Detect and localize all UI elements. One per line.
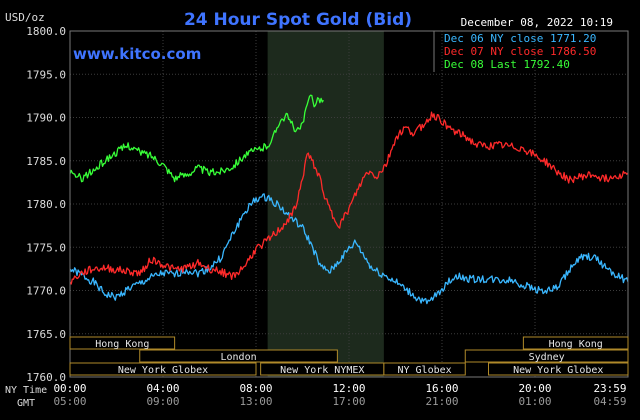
x-tick-ny: 04:00	[146, 382, 179, 395]
legend-entry-dec08: Dec 08 Last 1792.40	[444, 58, 570, 71]
y-tick-label: 1785.0	[26, 155, 66, 168]
session-label: NY Globex	[397, 365, 451, 376]
session-box	[139, 349, 338, 363]
x-tick-ny: 16:00	[425, 382, 458, 395]
time-axis: NY Time GMT 00:00 04:00 08:00 12:00 16:00 20:00…	[5, 382, 627, 409]
y-tick-label: 1770.0	[26, 285, 66, 298]
gmt-label: GMT	[17, 398, 35, 409]
price-series	[69, 94, 629, 305]
watermark: www.kitco.com	[73, 45, 201, 63]
x-tick-ny: 20:00	[518, 382, 551, 395]
x-tick-gmt: 04:59	[593, 395, 626, 408]
y-tick-label: 1760.0	[26, 371, 66, 384]
series-line-1	[69, 111, 629, 285]
y-tick-label: 1800.0	[26, 25, 66, 38]
x-tick-gmt: 05:00	[53, 395, 86, 408]
x-tick-gmt: 21:00	[425, 395, 458, 408]
ny-time-label: NY Time	[5, 385, 47, 396]
x-tick-gmt: 13:00	[239, 395, 272, 408]
y-tick-label: 1765.0	[26, 328, 66, 341]
session-label: New York Globex	[118, 365, 208, 376]
legend: Dec 06 NY close 1771.20 Dec 07 NY close …	[433, 31, 596, 72]
x-tick-gmt: 17:00	[332, 395, 365, 408]
series-line-0	[69, 193, 629, 305]
datetime-label: December 08, 2022 10:19	[461, 16, 613, 29]
session-box	[488, 362, 629, 376]
chart-title: 24 Hour Spot Gold (Bid)	[184, 10, 412, 30]
x-tick-ny: 00:00	[53, 382, 86, 395]
session-box	[69, 362, 257, 376]
session-box	[69, 336, 176, 350]
market-sessions: Hong Kong London New York Globex New York N…	[69, 336, 629, 376]
x-tick-gmt: 01:00	[518, 395, 551, 408]
session-label: Hong Kong	[95, 339, 149, 350]
y-axis: 1760.0 1765.0 1770.0 1775.0 1780.0 1785.0 1790…	[26, 25, 66, 384]
unit-label: USD/oz	[5, 11, 45, 24]
x-tick-ny: 12:00	[332, 382, 365, 395]
x-tick-ny: 23:59	[593, 382, 626, 395]
session-box	[464, 349, 629, 363]
session-label: Hong Kong	[549, 339, 603, 350]
y-tick-label: 1780.0	[26, 198, 66, 211]
session-label: London	[221, 352, 257, 363]
plot-frame	[69, 30, 629, 378]
session-box	[383, 362, 466, 376]
x-tick-ny: 08:00	[239, 382, 272, 395]
session-box	[522, 336, 629, 350]
y-tick-label: 1790.0	[26, 112, 66, 125]
session-label: Sydney	[529, 352, 565, 363]
session-label: New York NYMEX	[280, 365, 364, 376]
grid-lines	[70, 30, 628, 378]
legend-entry-dec07: Dec 07 NY close 1786.50	[444, 45, 596, 58]
series-line-2	[69, 94, 324, 183]
y-tick-label: 1775.0	[26, 241, 66, 254]
legend-entry-dec06: Dec 06 NY close 1771.20	[444, 32, 596, 45]
y-tick-label: 1795.0	[26, 68, 66, 81]
session-label: New York Globex	[513, 365, 603, 376]
x-tick-gmt: 09:00	[146, 395, 179, 408]
